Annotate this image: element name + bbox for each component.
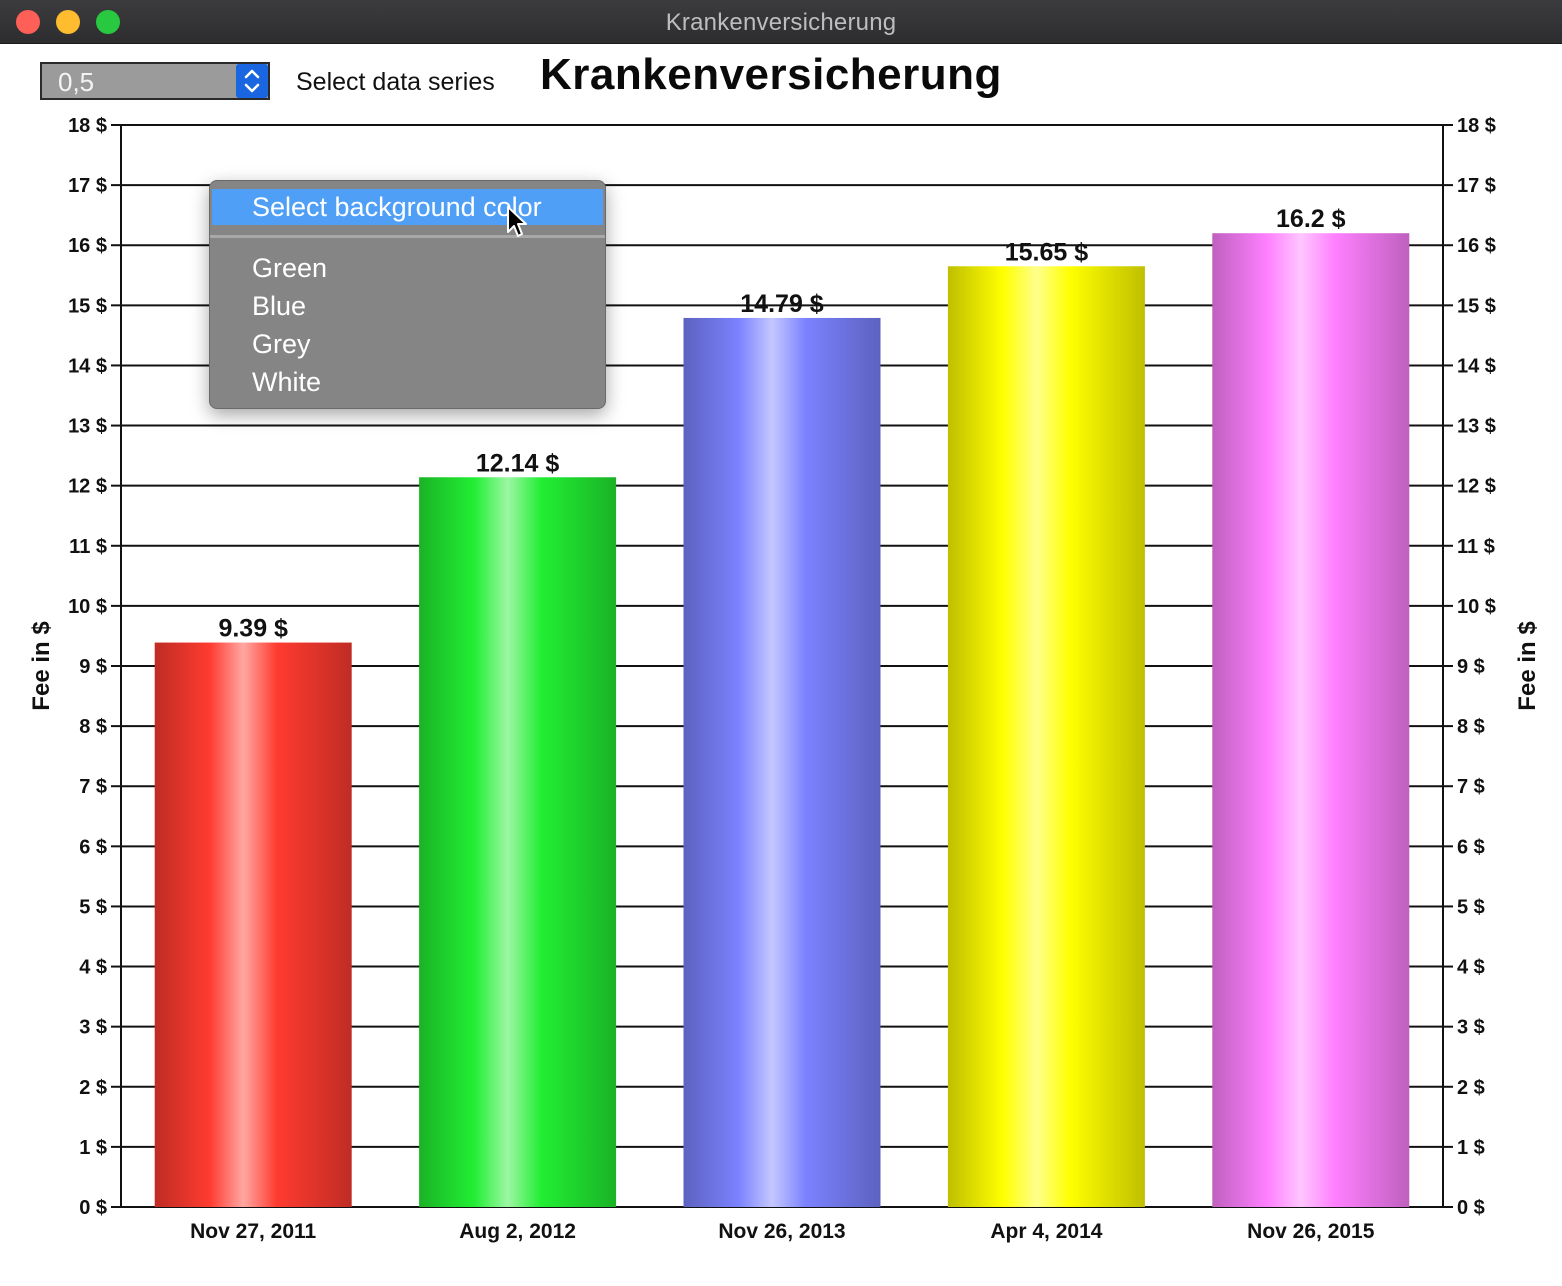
y-tick-label-right: 4 $: [1457, 957, 1485, 979]
y-tick-label-right: 13 $: [1457, 416, 1496, 438]
y-tick-label-left: 9 $: [79, 656, 107, 678]
x-tick-label: Nov 26, 2013: [718, 1220, 845, 1243]
y-tick-label-left: 13 $: [68, 416, 107, 438]
y-tick-label-right: 3 $: [1457, 1017, 1485, 1039]
y-tick-label-right: 9 $: [1457, 656, 1485, 678]
spinner-arrows[interactable]: [236, 64, 268, 98]
menu-item-blue[interactable]: Blue: [252, 291, 307, 321]
y-tick-label-left: 12 $: [68, 476, 107, 498]
menu-header[interactable]: Select background color: [212, 189, 603, 225]
bar-value-label: 15.65 $: [1005, 238, 1089, 266]
y-tick-label-left: 15 $: [68, 295, 107, 317]
x-tick-label: Aug 2, 2012: [459, 1220, 576, 1243]
menu-separator: [210, 235, 605, 238]
y-tick-label-left: 17 $: [68, 175, 107, 197]
data-series-spinner[interactable]: 0,5: [40, 62, 270, 100]
y-tick-label-left: 7 $: [79, 776, 107, 798]
y-tick-label-right: 11 $: [1457, 536, 1495, 558]
y-tick-label-right: 15 $: [1457, 295, 1496, 317]
y-axis-label-left: Fee in $: [28, 621, 55, 711]
x-tick-label: Nov 26, 2015: [1247, 1220, 1375, 1243]
y-tick-label-left: 2 $: [79, 1077, 107, 1099]
y-tick-label-left: 11 $: [69, 536, 107, 558]
menu-item-green[interactable]: Green: [252, 253, 328, 283]
up-down-chevron-icon: [244, 69, 260, 93]
select-series-label: Select data series: [296, 68, 495, 96]
y-tick-label-left: 14 $: [68, 355, 107, 377]
y-tick-label-right: 10 $: [1457, 596, 1496, 618]
maximize-window-button[interactable]: [96, 10, 120, 34]
title-bar: Krankenversicherung: [0, 0, 1562, 44]
y-tick-label-left: 18 $: [68, 115, 107, 137]
y-tick-label-left: 0 $: [79, 1197, 107, 1219]
y-tick-label-right: 8 $: [1457, 716, 1485, 738]
bar-value-label: 14.79 $: [740, 290, 824, 318]
y-tick-label-right: 2 $: [1457, 1077, 1485, 1099]
bar: [1212, 233, 1410, 1207]
close-window-button[interactable]: [16, 10, 40, 34]
y-tick-label-left: 4 $: [79, 957, 107, 979]
y-tick-label-left: 10 $: [68, 596, 107, 618]
y-tick-label-left: 6 $: [79, 836, 107, 858]
y-tick-label-right: 0 $: [1457, 1197, 1485, 1219]
y-tick-label-right: 1 $: [1457, 1137, 1485, 1159]
mouse-pointer-icon: [507, 206, 527, 237]
y-tick-label-left: 1 $: [79, 1137, 107, 1159]
background-color-menu: Select background color Green Blue Grey …: [209, 180, 606, 409]
y-tick-label-right: 6 $: [1457, 836, 1485, 858]
window-title: Krankenversicherung: [665, 9, 897, 36]
bar: [947, 266, 1145, 1207]
bar: [419, 477, 617, 1207]
minimize-window-button[interactable]: [56, 10, 80, 34]
x-tick-label: Apr 4, 2014: [990, 1220, 1102, 1243]
y-tick-label-left: 3 $: [79, 1017, 107, 1039]
y-tick-label-right: 7 $: [1457, 776, 1485, 798]
chart-title: Krankenversicherung: [540, 50, 1002, 99]
spinner-value: 0,5: [58, 67, 95, 97]
y-tick-label-left: 8 $: [79, 716, 107, 738]
bar: [154, 642, 352, 1207]
bar-value-label: 9.39 $: [218, 615, 288, 643]
y-tick-label-left: 5 $: [79, 896, 107, 918]
y-tick-label-right: 12 $: [1457, 476, 1496, 498]
bar-value-label: 12.14 $: [476, 449, 560, 477]
y-tick-label-right: 5 $: [1457, 896, 1485, 918]
bar: [683, 317, 881, 1207]
menu-item-grey[interactable]: Grey: [252, 329, 311, 359]
y-tick-label-left: 16 $: [68, 235, 107, 257]
y-axis-label-right: Fee in $: [1514, 621, 1541, 711]
y-tick-label-right: 14 $: [1457, 355, 1496, 377]
y-tick-label-right: 16 $: [1457, 235, 1496, 257]
y-tick-label-right: 17 $: [1457, 175, 1496, 197]
y-tick-label-right: 18 $: [1457, 115, 1496, 137]
bar-value-label: 16.2 $: [1276, 205, 1346, 233]
menu-item-white[interactable]: White: [252, 367, 322, 397]
x-tick-label: Nov 27, 2011: [190, 1220, 316, 1243]
